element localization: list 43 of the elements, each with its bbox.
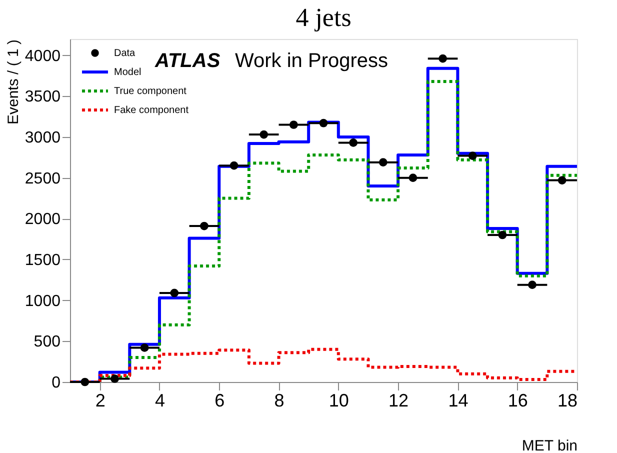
- y-tick-label: 3500: [24, 88, 61, 106]
- point: [438, 54, 447, 63]
- legend-label: Fake component: [114, 105, 189, 116]
- legend-label: Model: [114, 67, 142, 78]
- x-tick-label: 8: [274, 390, 284, 410]
- point: [408, 174, 418, 182]
- annotation: ATLAS Work in Progress: [154, 50, 388, 72]
- point: [558, 176, 566, 184]
- point: [349, 138, 358, 147]
- point: [170, 288, 179, 298]
- y-tick-label: 0: [52, 374, 61, 392]
- y-tick-label: 2500: [24, 170, 61, 188]
- point: [378, 158, 388, 166]
- point: [140, 344, 149, 352]
- y-tick-label: 500: [34, 334, 61, 351]
- x-tick-label: 16: [508, 390, 528, 410]
- point: [289, 120, 298, 129]
- y-tick-label: 2000: [24, 211, 61, 228]
- point: [319, 118, 328, 128]
- y-tick-label: 1000: [24, 292, 61, 310]
- point: [468, 152, 477, 160]
- chart-title: 4 jets: [296, 3, 352, 32]
- y-tick-label: 3000: [24, 130, 61, 146]
- x-tick-label: 18: [557, 390, 578, 410]
- x-tick-label: 10: [328, 390, 349, 410]
- point: [230, 161, 238, 170]
- point: [260, 130, 268, 139]
- x-tick-label: 6: [214, 390, 225, 410]
- x-tick-label: 4: [154, 390, 165, 410]
- y-tick-label: 1500: [24, 252, 61, 269]
- x-tick-label: 2: [95, 390, 106, 410]
- point: [528, 280, 536, 289]
- y-tick-label: 4000: [24, 48, 61, 65]
- legend-label: True component: [114, 86, 187, 97]
- x-tick-label: 14: [448, 390, 468, 410]
- point: [498, 230, 507, 240]
- legend-label: Data: [114, 48, 136, 59]
- point: [80, 378, 90, 386]
- x-axis-title: MET bin: [522, 438, 578, 453]
- y-axis-title: Events / ( 1 ): [4, 40, 22, 125]
- x-tick-label: 12: [388, 390, 409, 410]
- point: [200, 222, 208, 230]
- point: [110, 374, 119, 383]
